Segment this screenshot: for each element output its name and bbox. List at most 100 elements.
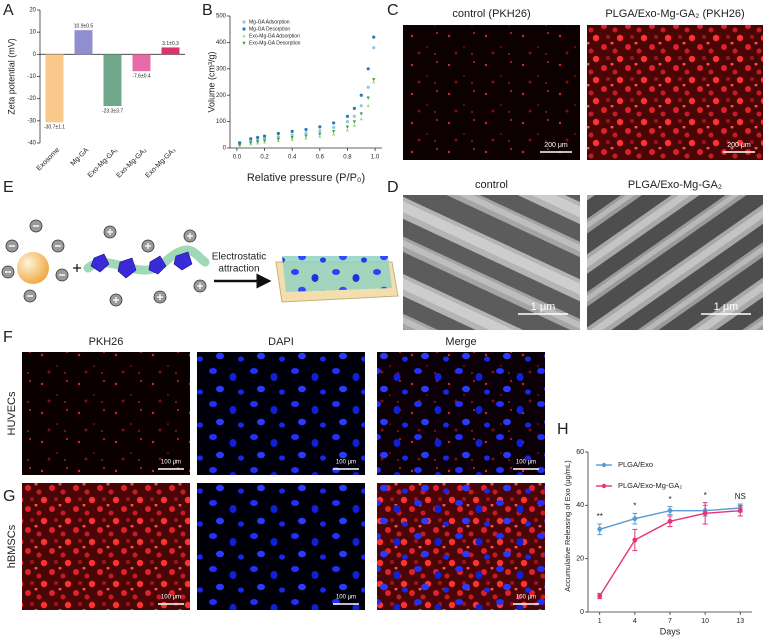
annotation: * — [704, 491, 707, 500]
y-tick-label: 0 — [33, 52, 37, 58]
panel-label: A — [3, 2, 14, 19]
fluorescence-image — [22, 352, 190, 475]
x-tick-label: 0.4 — [288, 155, 297, 161]
image-title: PLGA/Exo-Mg-GA₂ — [628, 179, 722, 191]
marker — [702, 510, 708, 516]
column-title: PKH26 — [89, 336, 124, 348]
panel-label: B — [202, 2, 213, 19]
marker — [332, 130, 336, 134]
legend-marker — [242, 41, 246, 45]
marker — [238, 141, 242, 145]
scale-bar-label: 200 μm — [727, 142, 751, 149]
marker — [276, 137, 280, 141]
marker — [304, 131, 308, 135]
x-tick-label: 1.0 — [371, 155, 380, 161]
y-tick-label: 500 — [216, 14, 227, 20]
y-tick-label: 40 — [576, 502, 584, 509]
x-tick-label: Exo-Mg-GA₃ — [144, 147, 177, 180]
marker — [318, 132, 322, 136]
legend-label: Mg-GA Desorption — [249, 26, 290, 32]
x-axis-label: Relative pressure (P/P₀) — [247, 172, 365, 184]
marker — [667, 508, 673, 514]
fluorescence-image — [403, 25, 580, 160]
y-axis-label: Zeta potential (mV) — [6, 38, 16, 115]
marker — [345, 114, 350, 118]
fluorescence-image — [377, 483, 545, 610]
marker — [262, 134, 267, 138]
panel-label: E — [3, 179, 14, 196]
marker — [366, 67, 370, 71]
y-tick-label: -20 — [27, 96, 36, 102]
y-tick-label: 200 — [216, 93, 227, 99]
fluorescence-image — [377, 352, 545, 475]
marker — [318, 129, 322, 133]
marker — [632, 537, 638, 543]
y-tick-label: 300 — [216, 66, 227, 72]
x-axis-label: Days — [660, 626, 681, 636]
x-tick-label: 1 — [598, 618, 602, 625]
column-title: Merge — [445, 336, 476, 348]
fluorescence-image — [22, 483, 190, 610]
arrow-label: Electrostatic — [212, 252, 266, 263]
bar — [103, 54, 122, 106]
annotation: * — [633, 501, 636, 510]
scale-bar-label: 100 μm — [161, 595, 181, 601]
marker — [304, 136, 308, 140]
y-axis-label: Volume (cm³/g) — [206, 51, 216, 112]
y-axis-label: Accumulative Releasing of Exo (μg/mL) — [563, 460, 572, 592]
marker — [290, 133, 294, 137]
y-tick-label: 0 — [223, 146, 227, 152]
marker — [737, 508, 743, 514]
scale-bar-label: 200 μm — [544, 142, 568, 149]
marker — [352, 114, 356, 118]
bar — [45, 54, 64, 123]
marker — [372, 46, 376, 50]
scale-bar-label: 100 μm — [336, 460, 356, 466]
legend-marker — [242, 20, 246, 24]
image-title: control (PKH26) — [452, 8, 530, 20]
x-tick-label: 13 — [736, 618, 744, 625]
y-tick-label: -10 — [27, 74, 36, 80]
y-tick-label: 400 — [216, 40, 227, 46]
marker — [238, 143, 242, 147]
marker — [597, 593, 603, 599]
marker — [332, 121, 336, 125]
marker — [372, 78, 376, 82]
schematic — [1, 219, 399, 307]
value-label: -7.6±0.4 — [132, 74, 151, 80]
marker — [290, 129, 294, 133]
x-tick-label: 0.0 — [233, 155, 242, 161]
legend-marker — [242, 27, 246, 31]
marker — [318, 134, 322, 138]
marker — [359, 104, 363, 108]
fluorescence-image — [197, 352, 365, 475]
marker — [332, 132, 336, 136]
panel-label: G — [3, 488, 15, 505]
y-tick-label: 20 — [29, 8, 36, 14]
scale-bar-label: 100 μm — [161, 460, 181, 466]
marker — [372, 80, 376, 84]
marker — [372, 35, 376, 39]
marker — [290, 136, 294, 140]
legend-label: PLGA/Exo-Mg-GA₂ — [618, 481, 682, 490]
legend-label: Exo-Mg-GA Desorption — [249, 40, 301, 46]
marker — [249, 141, 253, 145]
bar — [74, 30, 93, 55]
x-tick-label: 4 — [633, 618, 637, 625]
marker — [276, 135, 280, 139]
marker — [359, 93, 363, 97]
value-label: 10.9±0.5 — [74, 23, 94, 29]
marker — [345, 125, 350, 129]
scale-bar-label: 100 μm — [516, 595, 536, 601]
column-title: DAPI — [268, 336, 294, 348]
marker — [667, 518, 673, 524]
image-title: PLGA/Exo-Mg-GA₂ (PKH26) — [605, 8, 744, 20]
panel-label: H — [557, 421, 569, 438]
marker — [256, 140, 260, 144]
marker — [345, 120, 350, 124]
scale-bar-label: 100 μm — [516, 460, 536, 466]
x-tick-label: 0.8 — [343, 155, 352, 161]
value-label: -30.7±1.1 — [44, 125, 65, 131]
row-label: hBMSCs — [6, 524, 18, 568]
